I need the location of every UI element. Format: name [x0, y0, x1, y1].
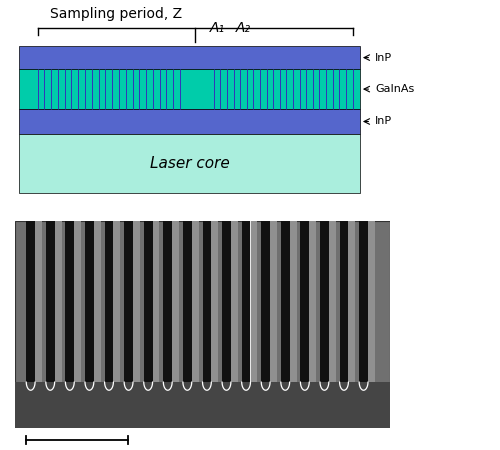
Bar: [212, 220, 218, 382]
Bar: [359, 220, 368, 382]
Bar: [19, 69, 360, 109]
Text: Sampling period, Z: Sampling period, Z: [50, 7, 182, 21]
Bar: [320, 220, 329, 382]
Bar: [19, 134, 360, 194]
Bar: [261, 220, 270, 382]
Text: InP: InP: [375, 117, 392, 126]
Bar: [66, 220, 74, 382]
Bar: [329, 220, 336, 382]
Bar: [74, 220, 81, 382]
Text: InP: InP: [375, 53, 392, 63]
Text: GaInAs: GaInAs: [375, 84, 414, 94]
Bar: [46, 220, 54, 382]
Bar: [192, 220, 198, 382]
Bar: [348, 220, 356, 382]
Bar: [26, 220, 35, 382]
Bar: [152, 220, 160, 382]
Bar: [144, 220, 152, 382]
Bar: [202, 220, 211, 382]
Bar: [104, 220, 114, 382]
Bar: [172, 220, 179, 382]
Bar: [94, 220, 100, 382]
Text: Laser core: Laser core: [150, 156, 229, 171]
Bar: [231, 220, 238, 382]
Bar: [133, 220, 140, 382]
Bar: [85, 220, 94, 382]
Bar: [19, 46, 360, 69]
Bar: [310, 220, 316, 382]
Bar: [368, 220, 375, 382]
Bar: [19, 109, 360, 134]
Bar: [281, 220, 289, 382]
Text: Λ₁: Λ₁: [210, 21, 225, 35]
Bar: [114, 220, 120, 382]
Bar: [242, 220, 250, 382]
Bar: [222, 220, 231, 382]
Bar: [270, 220, 277, 382]
Bar: [300, 220, 309, 382]
Bar: [183, 220, 192, 382]
Bar: [250, 220, 258, 382]
Bar: [35, 220, 42, 382]
Bar: [164, 220, 172, 382]
Text: Λ₂: Λ₂: [236, 21, 252, 35]
Bar: [340, 220, 348, 382]
Bar: [290, 220, 296, 382]
Bar: [15, 382, 390, 428]
Bar: [54, 220, 62, 382]
Bar: [15, 220, 390, 396]
Bar: [124, 220, 133, 382]
